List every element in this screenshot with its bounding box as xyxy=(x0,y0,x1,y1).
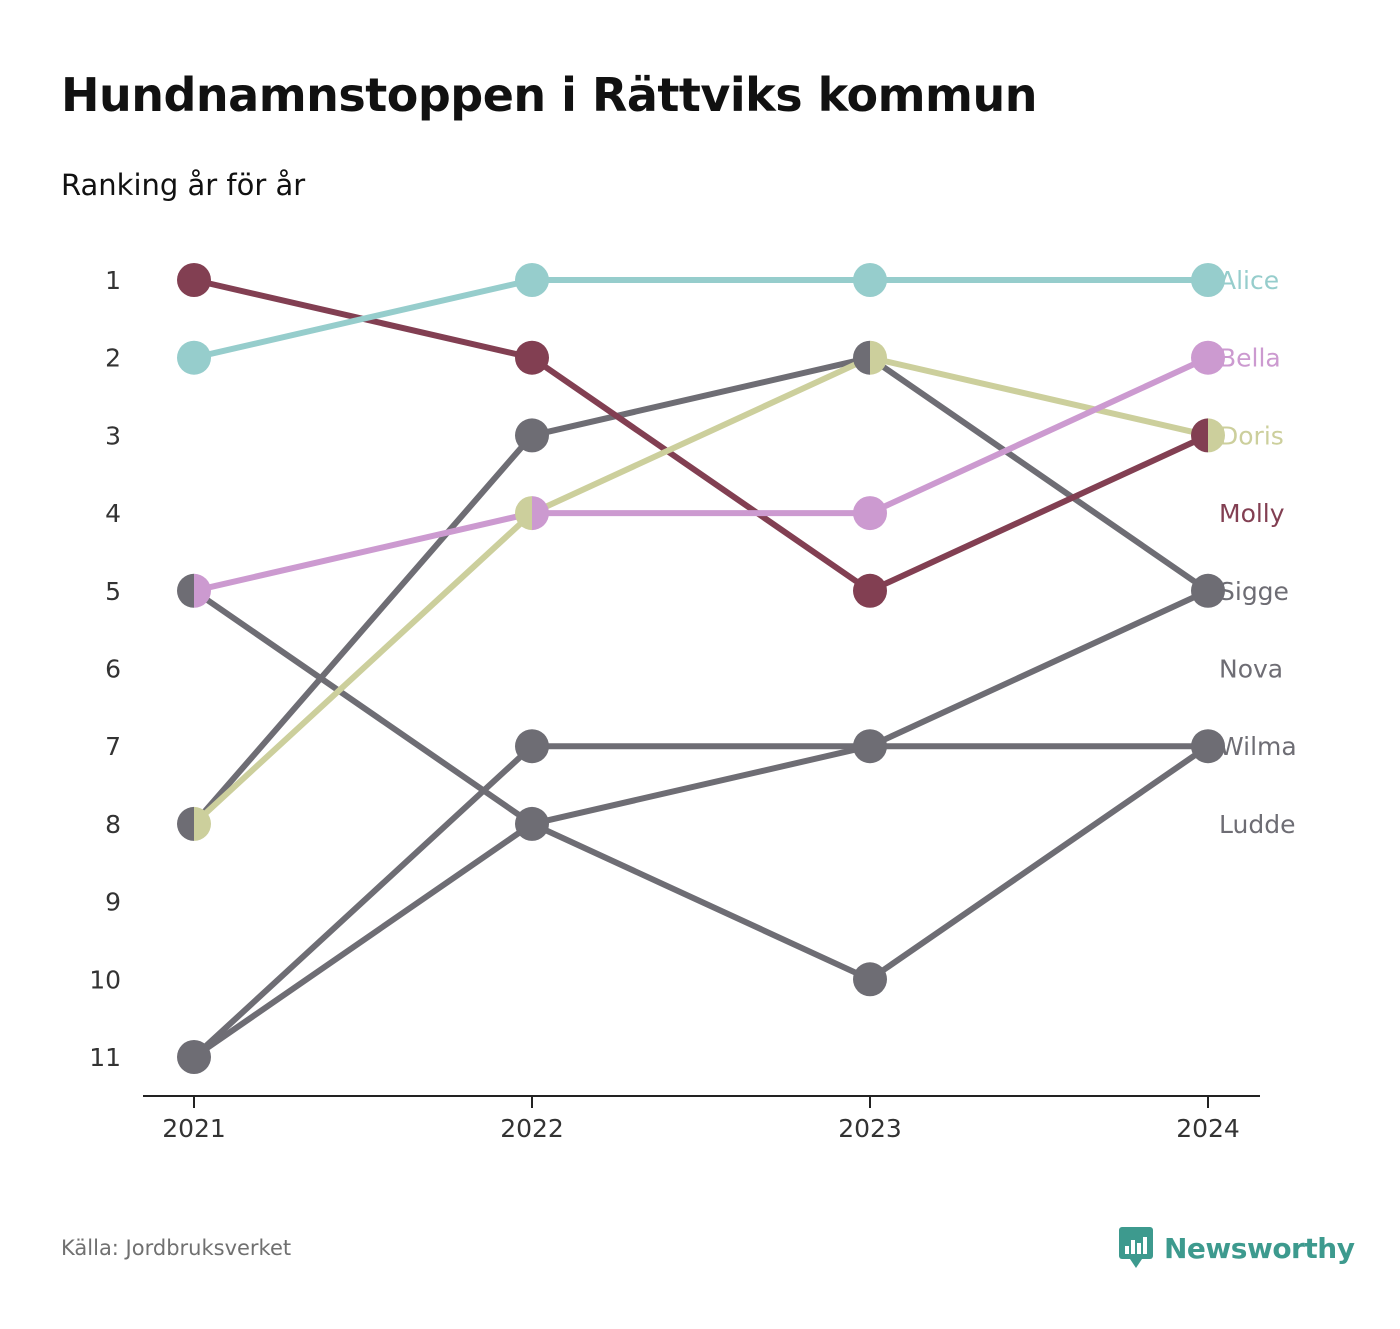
series-label-ludde: Ludde xyxy=(1219,810,1295,839)
newsworthy-logo-icon xyxy=(1119,1227,1153,1268)
point-sigge-2021 xyxy=(177,806,194,841)
y-tick-label: 9 xyxy=(105,888,121,917)
x-tick-label: 2021 xyxy=(162,1114,226,1143)
point-alice-2021 xyxy=(177,340,211,375)
series-labels: Alice Bella Doris Molly Sigge Nova Wilma Ludde xyxy=(1219,266,1297,839)
x-tick-label: 2023 xyxy=(838,1114,902,1143)
series-lines xyxy=(191,277,1211,1060)
point-wilma-2023 xyxy=(853,962,887,997)
y-tick-label: 3 xyxy=(105,421,121,450)
point-ludde-nova-2021 xyxy=(177,1040,211,1074)
series-line-ludde xyxy=(191,743,1211,1060)
point-sigge-2022 xyxy=(515,418,549,453)
series-label-sigge: Sigge xyxy=(1219,577,1289,606)
point-doris-2024 xyxy=(1208,418,1225,453)
point-doris-2022 xyxy=(515,496,532,531)
point-wilma-2021 xyxy=(177,573,194,608)
point-ludde-nova-2023 xyxy=(853,729,887,764)
y-tick-label: 4 xyxy=(105,499,121,528)
chart-subtitle: Ranking år för år xyxy=(61,168,306,202)
series-label-alice: Alice xyxy=(1219,266,1279,295)
bump-chart: 1 2 3 4 5 6 7 8 9 10 11 2021 2022 2023 2024 Alice Bell… xyxy=(89,263,1297,1143)
series-line-sigge xyxy=(191,354,1211,827)
point-doris-2021 xyxy=(194,806,211,841)
x-axis: 2021 2022 2023 2024 xyxy=(162,1096,1240,1143)
series-line-doris xyxy=(191,354,1211,827)
chart-title: Hundnamnstoppen i Rättviks kommun xyxy=(61,68,1037,122)
y-tick-label: 10 xyxy=(89,965,121,994)
series-label-molly: Molly xyxy=(1219,499,1285,528)
point-alice-2022 xyxy=(515,263,549,297)
series-line-wilma xyxy=(191,587,1211,983)
point-molly-2021 xyxy=(177,263,211,297)
series-line-bella xyxy=(191,354,1211,594)
point-nova-sigge-2024 xyxy=(1191,573,1225,608)
point-ludde-wilma-2024 xyxy=(1191,729,1225,764)
brand-logo: Newsworthy xyxy=(1118,1226,1355,1270)
point-molly-2023 xyxy=(853,573,887,608)
y-tick-label: 2 xyxy=(105,344,121,373)
y-axis: 1 2 3 4 5 6 7 8 9 10 11 xyxy=(89,266,121,1072)
series-line-alice xyxy=(191,277,1211,361)
series-line-nova xyxy=(191,587,1211,1060)
x-tick-label: 2024 xyxy=(1176,1114,1240,1143)
series-label-nova: Nova xyxy=(1219,655,1283,684)
point-bella-2023 xyxy=(853,496,887,531)
y-tick-label: 6 xyxy=(105,655,121,684)
point-sigge-2023 xyxy=(853,340,870,375)
y-tick-label: 11 xyxy=(89,1043,121,1072)
x-tick-label: 2022 xyxy=(500,1114,564,1143)
point-nova-2022 xyxy=(515,729,549,764)
point-alice-2024 xyxy=(1191,263,1225,297)
series-label-doris: Doris xyxy=(1219,421,1284,450)
point-doris-2023 xyxy=(870,340,887,375)
y-tick-label: 7 xyxy=(105,732,121,761)
y-tick-label: 8 xyxy=(105,810,121,839)
series-label-wilma: Wilma xyxy=(1219,732,1297,761)
y-tick-label: 5 xyxy=(105,577,121,606)
brand-name: Newsworthy xyxy=(1164,1231,1355,1265)
series-markers xyxy=(177,263,1225,1074)
y-tick-label: 1 xyxy=(105,266,121,295)
point-molly-2022 xyxy=(515,340,549,375)
source-note: Källa: Jordbruksverket xyxy=(61,1236,292,1260)
point-bella-2021 xyxy=(194,573,211,608)
point-bella-2022 xyxy=(532,496,549,531)
point-molly-2024 xyxy=(1191,418,1208,453)
point-alice-2023 xyxy=(853,263,887,297)
point-ludde-wilma-2022 xyxy=(515,806,549,841)
series-label-bella: Bella xyxy=(1219,344,1281,373)
point-bella-2024 xyxy=(1191,340,1225,375)
